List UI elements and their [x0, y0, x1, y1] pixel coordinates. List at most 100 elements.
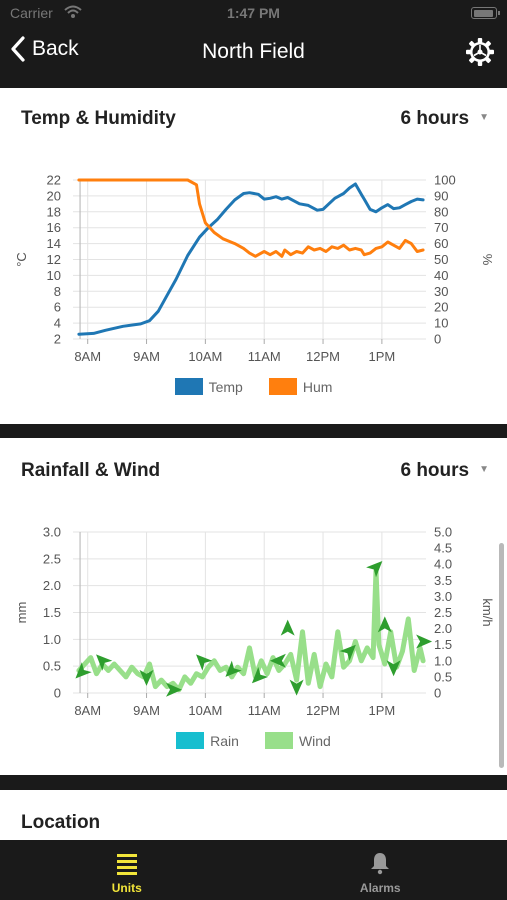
rain-y2-tick: 4.5	[434, 541, 452, 556]
rain-y-tick: 0.5	[43, 659, 61, 674]
rain-range-dropdown[interactable]: 6 hours ▼	[400, 460, 489, 482]
temp-y2-tick: 80	[434, 204, 448, 219]
temp-range-label: 6 hours	[400, 108, 470, 129]
temp-y-tick: 6	[54, 300, 61, 315]
temp-humidity-card: Temp & Humidity 6 hours ▼ 2 4 6 8 10 12 14 16 18…	[0, 88, 507, 424]
gear-icon[interactable]	[465, 37, 495, 67]
rain-y-tick: 0	[54, 686, 61, 701]
legend-label-rain: Rain	[210, 732, 239, 749]
temp-y2-tick: 40	[434, 268, 448, 283]
legend-item-temp[interactable]: Temp	[174, 378, 243, 395]
temp-y2-tick: 90	[434, 188, 448, 203]
rain-y-tick: 2.0	[43, 578, 61, 593]
content-scroll[interactable]: Temp & Humidity 6 hours ▼ 2 4 6 8 10 12 14 16 18…	[0, 80, 507, 840]
rainfall-wind-card: Rainfall & Wind 6 hours ▼ 0 0.5 1.0 1.5 2.0 2…	[0, 438, 507, 775]
nav-bar: Back North Field	[0, 26, 507, 80]
chevron-left-icon	[11, 36, 25, 62]
temp-y2-tick: 10	[434, 316, 448, 331]
legend-label-wind: Wind	[298, 732, 331, 749]
battery-icon	[471, 7, 500, 19]
wind-direction-arrow	[75, 662, 92, 679]
temp-y-tick: 18	[47, 204, 61, 219]
series-line-wind	[76, 568, 426, 693]
temp-y-tick: 14	[47, 236, 61, 251]
rain-y2-tick: 4.0	[434, 557, 452, 572]
wind-direction-arrow	[251, 667, 269, 684]
temp-y-tick: 12	[47, 252, 61, 267]
wind-direction-arrow	[166, 682, 182, 697]
rain-x-tick: 9AM	[133, 703, 160, 718]
temp-y2-tick: 0	[434, 332, 441, 347]
temp-x-tick: 12PM	[306, 349, 340, 364]
legend-item-hum[interactable]: Hum	[268, 378, 332, 395]
location-card: Location	[0, 790, 507, 840]
temp-card-title: Temp & Humidity	[21, 108, 176, 129]
rain-x-tick: 10AM	[188, 703, 222, 718]
wind-direction-arrow	[386, 660, 401, 677]
wind-direction-arrow	[269, 653, 286, 668]
rain-y-axis-label: mm	[14, 602, 29, 624]
temp-y-tick: 20	[47, 188, 61, 203]
temp-humidity-chart: 2468101214161820220102030405060708090100…	[14, 173, 495, 365]
tab-alarms[interactable]: Alarms	[254, 840, 507, 900]
temp-y2-tick: 60	[434, 236, 448, 251]
temp-y-tick: 8	[54, 284, 61, 299]
wind-direction-arrow	[196, 654, 213, 671]
rain-y2-tick: 3.0	[434, 589, 452, 604]
temp-range-dropdown[interactable]: 6 hours ▼	[400, 108, 489, 130]
temp-x-tick: 10AM	[188, 349, 222, 364]
wind-direction-arrow	[366, 561, 383, 578]
temp-y-tick: 4	[54, 316, 61, 331]
rainfall-wind-chart: 00.51.01.52.02.53.000.51.01.52.02.53.03.…	[14, 525, 495, 719]
legend-label-temp: Temp	[208, 378, 243, 395]
rain-y2-axis-label: km/h	[480, 598, 495, 626]
rain-range-label: 6 hours	[400, 460, 470, 481]
wind-direction-arrow	[280, 619, 295, 636]
rain-y2-tick: 1.0	[434, 653, 452, 668]
wind-direction-arrow	[289, 679, 304, 696]
rain-y2-tick: 2.5	[434, 605, 452, 620]
temp-y2-axis-label: %	[480, 254, 495, 266]
series-line-hum	[77, 178, 425, 258]
legend-swatch-hum	[268, 378, 297, 395]
rain-y2-tick: 2.0	[434, 621, 452, 636]
wind-direction-arrow	[96, 654, 113, 671]
rain-y-tick: 2.5	[43, 551, 61, 566]
status-time: 1:47 PM	[227, 5, 280, 21]
rain-x-tick: 12PM	[306, 703, 340, 718]
wind-direction-arrow	[416, 634, 433, 649]
rain-y2-tick: 0.5	[434, 669, 452, 684]
temp-y-tick: 22	[47, 173, 61, 188]
rain-legend: Rain Wind	[0, 732, 507, 749]
temp-x-tick: 1PM	[369, 349, 396, 364]
tab-bar: Units Alarms	[0, 840, 507, 900]
rain-y2-tick: 3.5	[434, 573, 452, 588]
scroll-indicator[interactable]	[499, 543, 504, 768]
rain-x-tick: 8AM	[74, 703, 101, 718]
rain-y-tick: 3.0	[43, 525, 61, 540]
rain-x-tick: 11AM	[248, 703, 281, 718]
temp-x-tick: 9AM	[133, 349, 160, 364]
legend-item-rain[interactable]: Rain	[176, 732, 239, 749]
back-label: Back	[32, 37, 79, 60]
temp-y2-tick: 70	[434, 220, 448, 235]
temp-y-tick: 16	[47, 220, 61, 235]
wind-direction-arrow	[139, 669, 154, 686]
legend-item-wind[interactable]: Wind	[264, 732, 331, 749]
temp-y2-tick: 100	[434, 173, 456, 188]
rain-y2-tick: 1.5	[434, 637, 452, 652]
temp-x-tick: 11AM	[248, 349, 281, 364]
tab-units-label: Units	[111, 881, 142, 895]
temp-legend: Temp Hum	[0, 378, 507, 395]
wind-direction-arrow	[225, 660, 242, 677]
series-line-temp	[77, 182, 425, 336]
back-button[interactable]: Back	[10, 36, 79, 62]
rain-x-tick: 1PM	[369, 703, 396, 718]
carrier-label: Carrier	[10, 5, 53, 21]
temp-y2-tick: 20	[434, 300, 448, 315]
rain-y-tick: 1.0	[43, 632, 61, 647]
status-bar: Carrier 1:47 PM	[0, 0, 507, 26]
tab-units[interactable]: Units	[0, 840, 254, 900]
bell-icon	[371, 853, 390, 875]
caret-down-icon: ▼	[479, 463, 489, 475]
